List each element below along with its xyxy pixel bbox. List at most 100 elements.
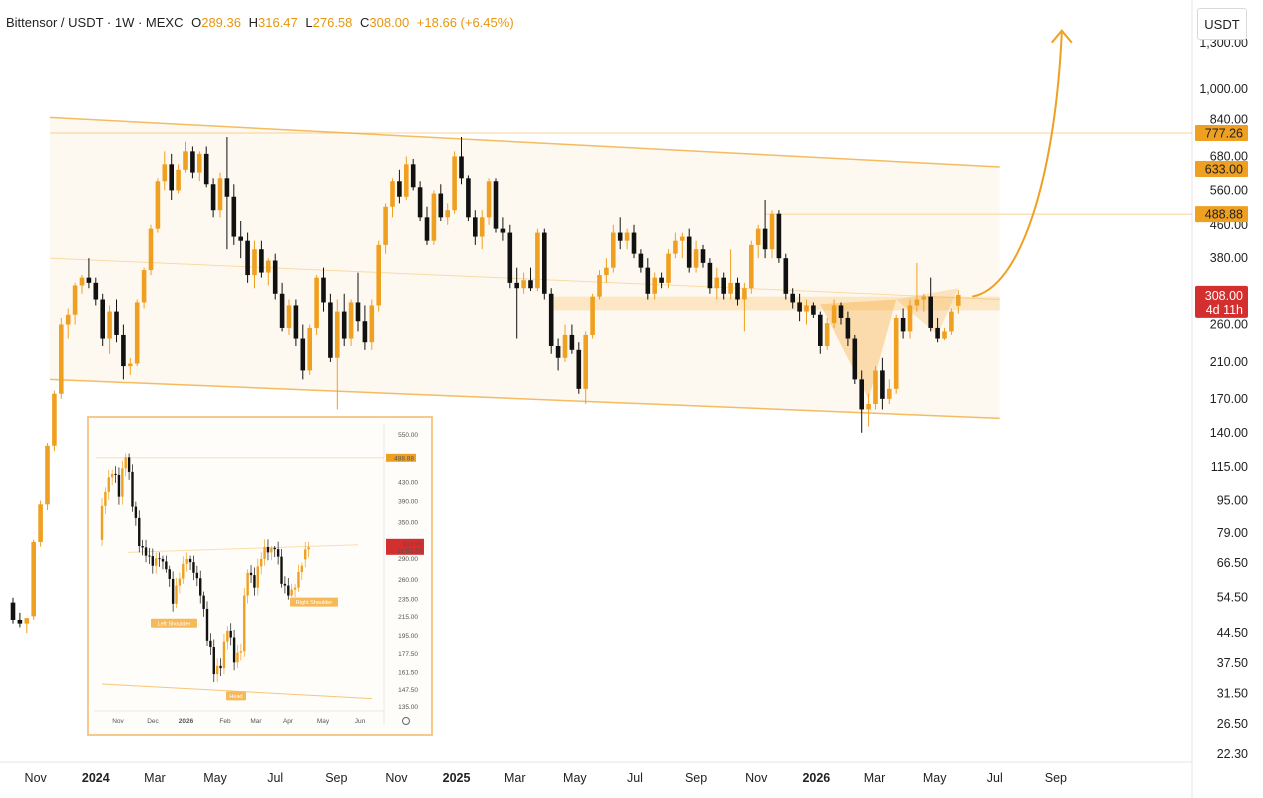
candle bbox=[942, 327, 947, 341]
candle-body bbox=[355, 302, 361, 322]
channel-fill bbox=[50, 117, 1000, 419]
candle bbox=[424, 206, 430, 245]
candle-body bbox=[252, 249, 257, 276]
candle-body bbox=[797, 302, 802, 312]
price-level-badge-label: 777.26 bbox=[1205, 127, 1243, 141]
candle bbox=[845, 311, 851, 346]
channel-mid-line bbox=[49, 257, 1000, 301]
time-tick-label: Sep bbox=[1045, 771, 1067, 785]
candle bbox=[824, 317, 830, 350]
inset-candle-body bbox=[104, 491, 107, 506]
candle-body bbox=[328, 302, 333, 358]
candle-body bbox=[680, 236, 685, 241]
candle bbox=[217, 172, 223, 218]
candle bbox=[721, 272, 726, 300]
inset-candle-body bbox=[280, 556, 283, 584]
inset-candle-body bbox=[307, 547, 310, 550]
candle bbox=[762, 200, 768, 259]
inset-settings-icon[interactable] bbox=[402, 717, 410, 725]
candle-body bbox=[293, 305, 299, 339]
price-tick-label: 115.00 bbox=[1211, 460, 1248, 474]
candle bbox=[714, 267, 720, 300]
candle-body bbox=[445, 210, 450, 218]
candle bbox=[155, 178, 161, 233]
candle-body bbox=[300, 338, 306, 371]
candle-body bbox=[776, 213, 782, 259]
inset-price-tick: 350.00 bbox=[398, 520, 418, 527]
candle bbox=[24, 618, 30, 634]
candle bbox=[279, 282, 285, 332]
candle bbox=[893, 314, 899, 394]
candle-body bbox=[479, 217, 485, 237]
time-tick-label: May bbox=[563, 771, 587, 785]
inset-candle-body bbox=[259, 558, 263, 567]
candle-body bbox=[134, 302, 140, 364]
inset-candle-body bbox=[161, 558, 165, 562]
candle bbox=[10, 597, 16, 624]
candle bbox=[410, 159, 416, 191]
candle bbox=[148, 224, 154, 276]
inset-candle-body bbox=[148, 555, 151, 557]
candle-body bbox=[542, 232, 547, 294]
inset-candle-body bbox=[121, 468, 124, 497]
projection-arrow bbox=[972, 32, 1063, 298]
inset-live-badge bbox=[386, 538, 424, 555]
candle bbox=[659, 272, 664, 289]
candle-body bbox=[914, 299, 920, 306]
high-value: 316.47 bbox=[258, 15, 298, 30]
candle-body bbox=[231, 196, 237, 237]
candle-body bbox=[245, 240, 250, 276]
live-price-label: 308.00 bbox=[1205, 289, 1243, 303]
candle-body bbox=[900, 317, 906, 332]
candle bbox=[935, 317, 940, 343]
candle-body bbox=[86, 277, 92, 283]
time-tick-label: Nov bbox=[385, 771, 408, 785]
candle bbox=[369, 299, 375, 350]
candle-body bbox=[769, 213, 775, 250]
candle-body bbox=[169, 164, 174, 191]
candle bbox=[459, 136, 464, 185]
candle-body bbox=[155, 181, 161, 229]
candle bbox=[604, 258, 609, 283]
candle-body bbox=[652, 277, 657, 294]
channel-bottom-line bbox=[49, 378, 1000, 420]
inset-candle-body bbox=[270, 547, 273, 553]
price-tick-label: 66.50 bbox=[1217, 556, 1248, 570]
candle-body bbox=[17, 619, 23, 624]
candle-body bbox=[831, 305, 837, 324]
candle bbox=[300, 324, 306, 380]
candle-body bbox=[203, 153, 209, 185]
candle-body bbox=[921, 296, 927, 300]
inset-level-badge bbox=[386, 453, 416, 462]
candle bbox=[831, 299, 837, 328]
inset-candle-body bbox=[300, 565, 304, 573]
inset-time-tick: Mar bbox=[250, 718, 262, 725]
candle bbox=[921, 293, 927, 312]
candle bbox=[907, 299, 913, 339]
candle-body bbox=[314, 277, 319, 328]
inset-candle-body bbox=[215, 665, 219, 675]
candle-body bbox=[148, 228, 154, 271]
time-tick-label: Nov bbox=[745, 771, 768, 785]
low-label: L bbox=[305, 15, 313, 30]
candle bbox=[86, 258, 92, 289]
candle bbox=[141, 267, 147, 309]
inset-candle-body bbox=[171, 578, 175, 604]
candle-body bbox=[45, 445, 50, 505]
candle-body bbox=[348, 302, 354, 339]
time-tick-label: Mar bbox=[144, 771, 166, 785]
candle-body bbox=[500, 228, 506, 233]
inset-price-tick: 161.50 bbox=[398, 669, 418, 676]
candle-body bbox=[673, 240, 678, 254]
price-tick-label: 680.00 bbox=[1210, 149, 1248, 163]
inset-candle-body bbox=[117, 474, 121, 497]
time-tick-label: Sep bbox=[325, 771, 347, 785]
candle bbox=[335, 299, 340, 410]
candle bbox=[548, 288, 554, 354]
currency-button[interactable]: USDT bbox=[1197, 8, 1247, 40]
candle-body bbox=[390, 181, 395, 207]
inset-chart: 550.00 430.00 390.00 350.00 290.00 260.00 235.… bbox=[87, 416, 433, 736]
candle-body bbox=[755, 228, 761, 245]
candle bbox=[562, 324, 568, 362]
